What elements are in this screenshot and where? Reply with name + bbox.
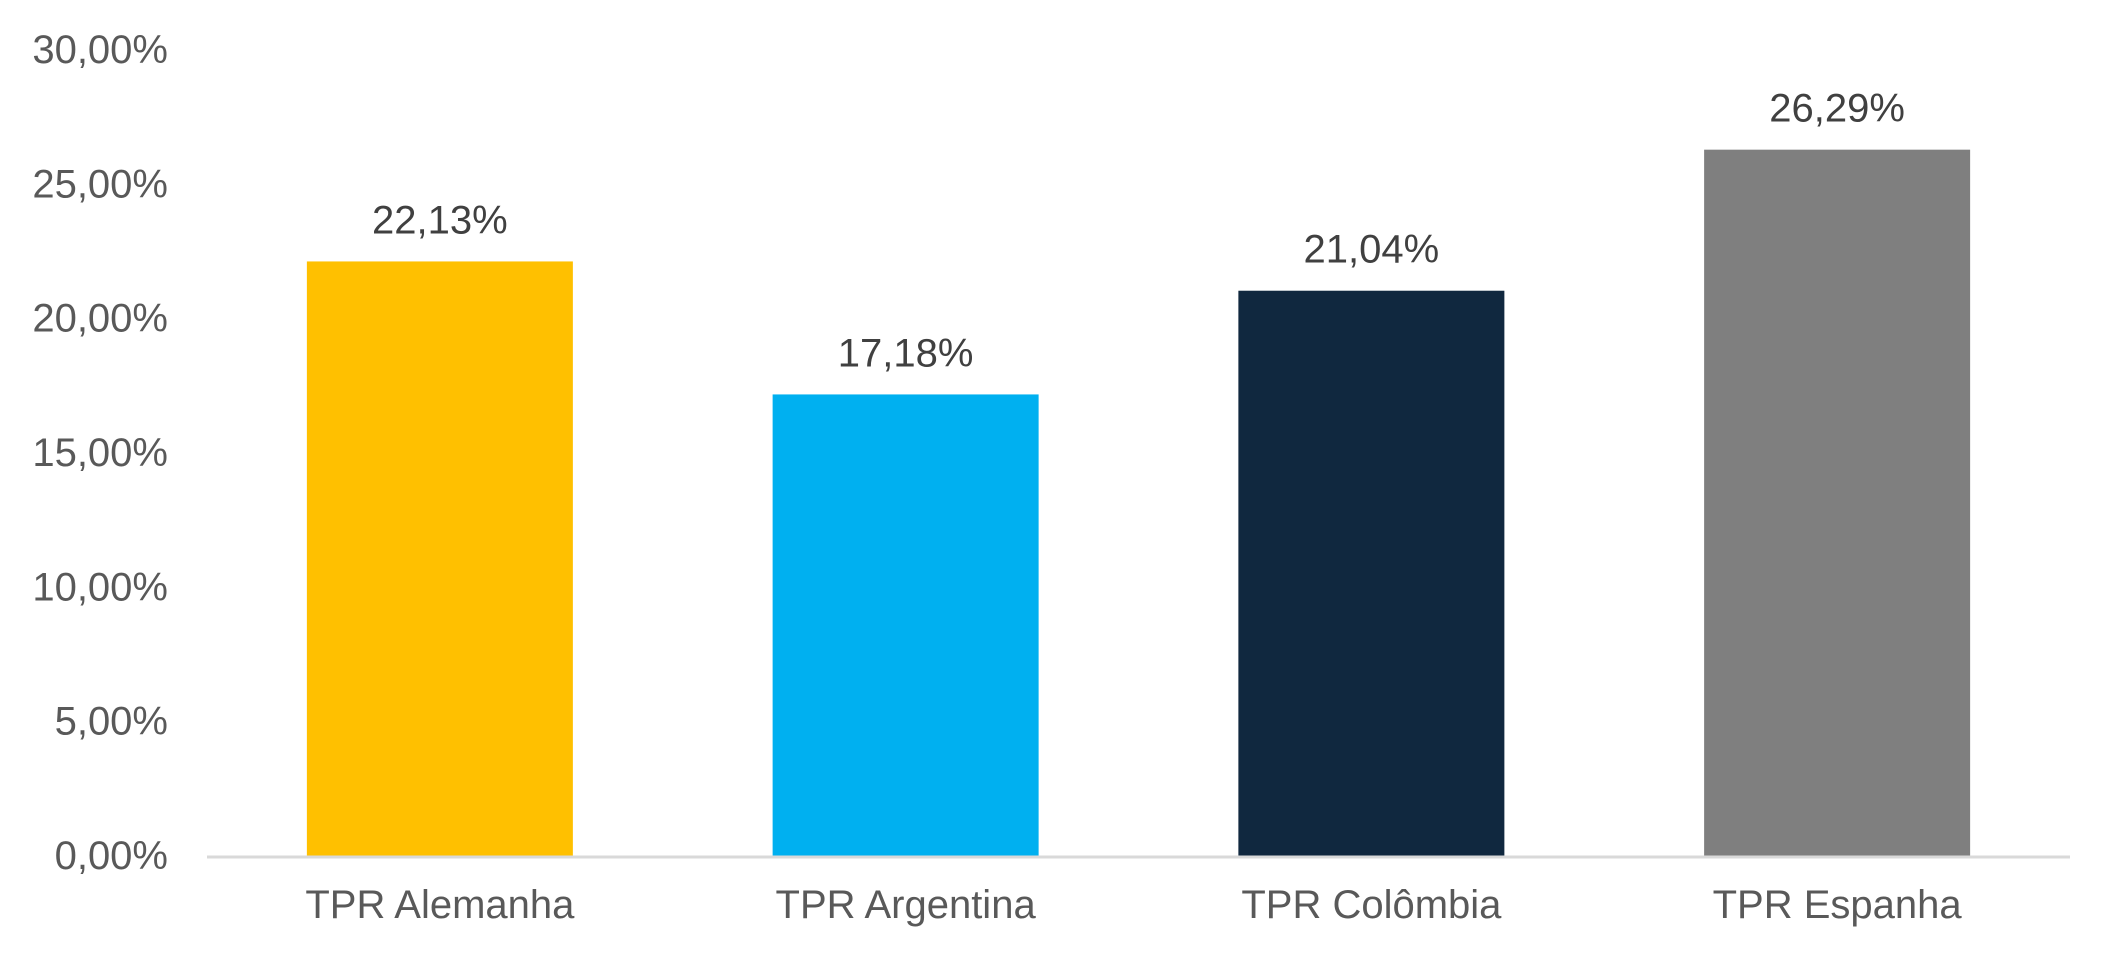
- y-axis-ticks: 0,00% 5,00% 10,00% 15,00% 20,00% 25,00% 30,00%: [32, 28, 168, 878]
- category-labels: TPR Alemanha TPR Argentina TPR Colômbia TPR…: [305, 883, 1962, 927]
- data-labels: 22,13% 17,18% 21,04% 26,29%: [372, 87, 1905, 376]
- x-category-label: TPR Colômbia: [1241, 883, 1502, 927]
- x-category-label: TPR Espanha: [1713, 883, 1963, 927]
- data-label: 26,29%: [1769, 87, 1905, 131]
- bar: [1238, 290, 1505, 856]
- bar: [306, 261, 573, 856]
- y-tick-label: 10,00%: [32, 565, 168, 609]
- y-tick-label: 0,00%: [55, 834, 168, 878]
- bars: [306, 149, 1971, 856]
- bar: [772, 394, 1039, 856]
- data-label: 22,13%: [372, 198, 508, 242]
- bar: [1704, 149, 1971, 856]
- x-category-label: TPR Alemanha: [305, 883, 575, 927]
- y-tick-label: 5,00%: [55, 700, 168, 744]
- x-category-label: TPR Argentina: [776, 883, 1037, 927]
- y-tick-label: 15,00%: [32, 431, 168, 475]
- y-tick-label: 30,00%: [32, 28, 168, 72]
- y-tick-label: 25,00%: [32, 162, 168, 206]
- data-label: 21,04%: [1304, 228, 1440, 272]
- y-tick-label: 20,00%: [32, 297, 168, 341]
- data-label: 17,18%: [838, 331, 974, 375]
